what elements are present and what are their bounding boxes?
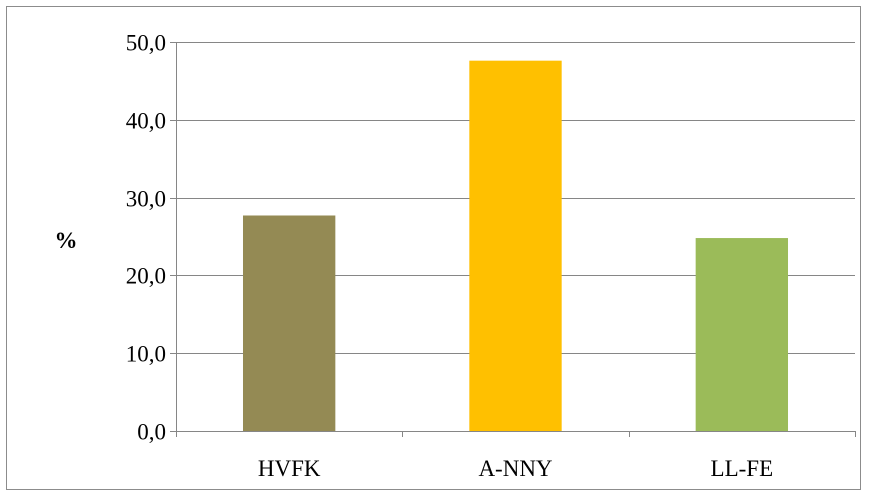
- bars: [242, 60, 789, 432]
- y-axis-label: %: [55, 228, 78, 253]
- x-tick-label: LL-FE: [711, 456, 774, 481]
- y-tick-label: 0,0: [137, 420, 166, 445]
- bar-a-nny: [469, 60, 562, 432]
- y-tick-label: 20,0: [126, 264, 166, 289]
- axes: [170, 42, 856, 437]
- y-tick-label: 10,0: [126, 342, 166, 367]
- y-tick-label: 40,0: [126, 109, 166, 134]
- y-tick-label: 50,0: [126, 31, 166, 56]
- tick-labels: 0,0 10,0 20,0 30,0 40,0 50,0 HVFK A-NNY LL-FE: [126, 31, 773, 482]
- bar-ll-fe: [695, 238, 789, 431]
- x-tick-label: HVFK: [258, 456, 321, 481]
- x-tick-label: A-NNY: [478, 456, 552, 481]
- bar-hvfk: [242, 215, 336, 431]
- y-tick-label: 30,0: [126, 187, 166, 212]
